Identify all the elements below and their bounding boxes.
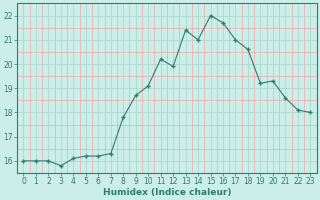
X-axis label: Humidex (Indice chaleur): Humidex (Indice chaleur) <box>103 188 231 197</box>
